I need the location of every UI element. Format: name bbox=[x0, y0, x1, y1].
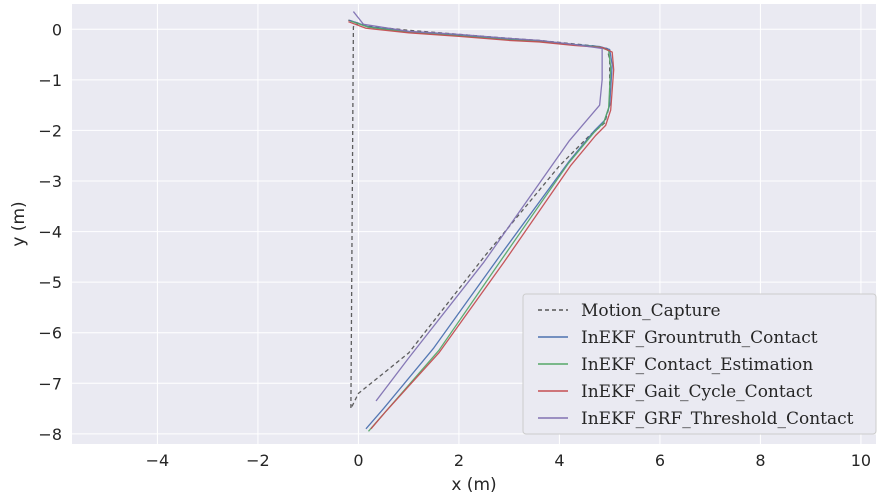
series-line-inekf-gait-cycle-contact bbox=[348, 21, 615, 430]
legend-label: InEKF_Contact_Estimation bbox=[581, 355, 813, 375]
legend-label: InEKF_GRF_Threshold_Contact bbox=[581, 409, 854, 429]
legend-label: Motion_Capture bbox=[581, 301, 721, 321]
y-tick-label: −8 bbox=[38, 425, 62, 444]
x-tick-label: −2 bbox=[246, 451, 270, 470]
y-tick-label: −3 bbox=[38, 172, 62, 191]
y-tick-labels: 0 −1 −2 −3 −4 −5 −6 −7 −8 bbox=[38, 20, 62, 444]
x-tick-label: 6 bbox=[655, 451, 665, 470]
y-tick-label: −1 bbox=[38, 71, 62, 90]
x-tick-label: 10 bbox=[851, 451, 871, 470]
series-layer bbox=[348, 11, 615, 432]
legend-box bbox=[522, 293, 877, 435]
legend-label: InEKF_Grountruth_Contact bbox=[581, 328, 818, 348]
y-tick-label: −6 bbox=[38, 324, 62, 343]
y-tick-label: −4 bbox=[38, 223, 62, 242]
x-tick-labels: −4 −2 0 2 4 6 8 10 bbox=[146, 451, 871, 470]
grid bbox=[72, 4, 876, 444]
x-tick-label: −4 bbox=[146, 451, 170, 470]
series-line-inekf-grf-threshold-contact bbox=[352, 11, 603, 402]
x-tick-label: 8 bbox=[755, 451, 765, 470]
y-tick-label: −2 bbox=[38, 121, 62, 140]
y-tick-label: 0 bbox=[52, 20, 62, 39]
legend: Motion_Capture InEKF_Grountruth_Contact In… bbox=[522, 293, 877, 435]
x-tick-label: 2 bbox=[454, 451, 464, 470]
legend-label: InEKF_Gait_Cycle_Contact bbox=[581, 382, 812, 402]
x-axis-label: x (m) bbox=[451, 475, 496, 495]
legend-entries: Motion_Capture InEKF_Grountruth_Contact In… bbox=[538, 301, 854, 429]
x-tick-label: 4 bbox=[554, 451, 564, 470]
x-tick-label: 0 bbox=[353, 451, 363, 470]
y-tick-label: −7 bbox=[38, 374, 62, 393]
y-tick-label: −5 bbox=[38, 273, 62, 292]
y-axis-label: y (m) bbox=[9, 201, 29, 246]
